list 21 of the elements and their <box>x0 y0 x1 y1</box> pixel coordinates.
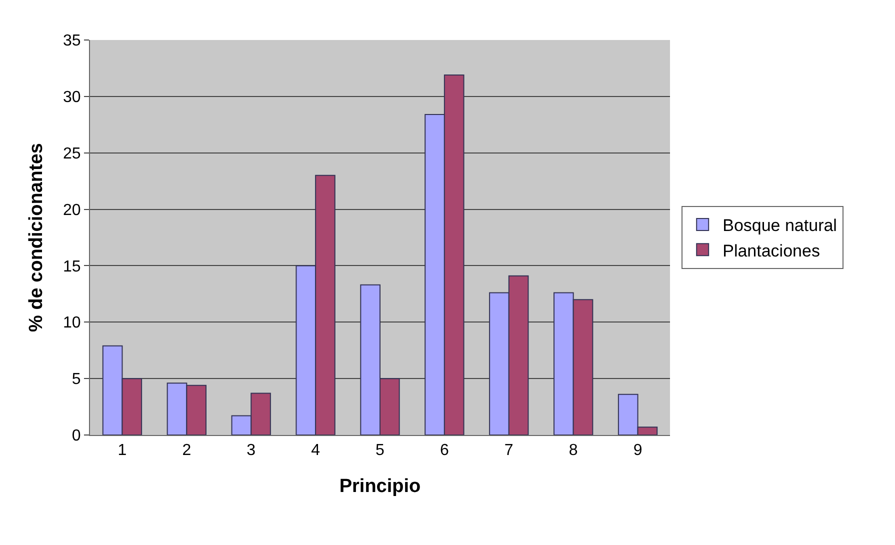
y-tick-label: 25 <box>63 145 81 162</box>
x-tick-label: 9 <box>633 442 642 460</box>
x-tick-label: 3 <box>246 442 256 460</box>
y-tick-label: 35 <box>63 32 81 50</box>
y-tick-label: 0 <box>72 428 81 445</box>
x-tick-label: 8 <box>568 442 578 460</box>
legend-label: Bosque natural <box>722 216 837 236</box>
y-tick-label: 15 <box>63 258 81 276</box>
y-tick-label: 10 <box>63 314 81 332</box>
legend-label: Plantaciones <box>722 241 820 260</box>
y-axis-title: % de condicionantes <box>26 143 47 332</box>
x-tick-label: 7 <box>504 442 514 460</box>
y-tick-label: 30 <box>63 89 81 106</box>
x-tick-label: 2 <box>182 442 192 460</box>
x-tick-label: 5 <box>376 442 385 460</box>
x-tick-label: 1 <box>118 442 127 460</box>
x-tick-label: 6 <box>440 442 449 460</box>
x-tick-label: 4 <box>311 442 320 460</box>
x-axis-title: Principio <box>339 476 421 497</box>
y-tick-label: 20 <box>63 202 81 219</box>
y-tick-label: 5 <box>72 371 81 388</box>
